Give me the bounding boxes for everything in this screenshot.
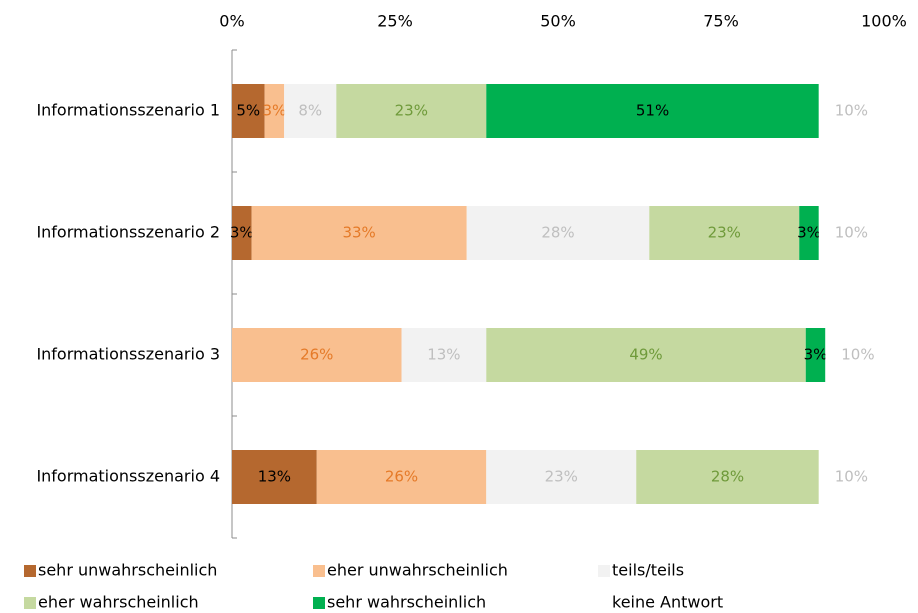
- bar-segment: [805, 328, 826, 382]
- x-tick-label: 100%: [861, 12, 907, 31]
- data-label: 33%: [342, 224, 375, 242]
- data-label: 3%: [804, 346, 828, 364]
- data-label: 13%: [258, 468, 291, 486]
- data-label: 28%: [541, 224, 574, 242]
- bar-segment: [818, 206, 884, 260]
- bar-segment: [818, 84, 884, 138]
- legend-label: keine Antwort: [612, 593, 723, 612]
- data-label: 26%: [300, 346, 333, 364]
- data-label: 13%: [427, 346, 460, 364]
- data-label: 49%: [629, 346, 662, 364]
- legend-label: eher wahrscheinlich: [38, 593, 199, 612]
- bar-segment: [336, 84, 487, 138]
- category-label: Informationsszenario 4: [36, 467, 220, 486]
- legend-label: teils/teils: [612, 561, 684, 580]
- data-label: 3%: [262, 102, 286, 120]
- data-label: 5%: [236, 102, 260, 120]
- data-label: 3%: [230, 224, 254, 242]
- data-label: 8%: [298, 102, 322, 120]
- category-label: Informationsszenario 1: [36, 101, 220, 120]
- x-tick-label: 0%: [219, 12, 244, 31]
- legend-label: sehr wahrscheinlich: [327, 593, 486, 612]
- bar-segment: [799, 206, 819, 260]
- legend-label: sehr unwahrscheinlich: [38, 561, 217, 580]
- bar-segment: [636, 450, 819, 504]
- bar-segment: [466, 206, 650, 260]
- data-label: 10%: [841, 346, 874, 364]
- x-tick-label: 25%: [377, 12, 413, 31]
- x-tick-label: 75%: [703, 12, 739, 31]
- bar-segment: [818, 450, 884, 504]
- legend-swatch: [598, 565, 610, 577]
- data-label: 10%: [835, 224, 868, 242]
- bar-segment: [232, 450, 317, 504]
- legend-label: eher unwahrscheinlich: [327, 561, 508, 580]
- bar-segment: [486, 84, 819, 138]
- x-tick-label: 50%: [540, 12, 576, 31]
- data-label: 3%: [797, 224, 821, 242]
- data-label: 10%: [835, 102, 868, 120]
- bar-segment: [232, 84, 265, 138]
- bar-segment: [649, 206, 800, 260]
- legend-swatch: [24, 565, 36, 577]
- bar-segment: [825, 328, 891, 382]
- bar-segment: [486, 450, 637, 504]
- bar-segment: [251, 206, 467, 260]
- data-label: 10%: [835, 468, 868, 486]
- bar-segment: [401, 328, 487, 382]
- data-label: 28%: [711, 468, 744, 486]
- bar-segment: [232, 328, 402, 382]
- data-label: 51%: [636, 102, 669, 120]
- bar-segment: [486, 328, 806, 382]
- bar-segment: [316, 450, 487, 504]
- data-label: 23%: [708, 224, 741, 242]
- legend-swatch: [313, 565, 325, 577]
- bar-segment: [232, 206, 252, 260]
- bar-segment: [264, 84, 285, 138]
- legend-swatch: [598, 597, 610, 609]
- data-label: 23%: [395, 102, 428, 120]
- category-label: Informationsszenario 2: [36, 223, 220, 242]
- data-label: 26%: [385, 468, 418, 486]
- category-label: Informationsszenario 3: [36, 345, 220, 364]
- bar-segment: [284, 84, 337, 138]
- legend-swatch: [313, 597, 325, 609]
- legend-swatch: [24, 597, 36, 609]
- data-label: 23%: [545, 468, 578, 486]
